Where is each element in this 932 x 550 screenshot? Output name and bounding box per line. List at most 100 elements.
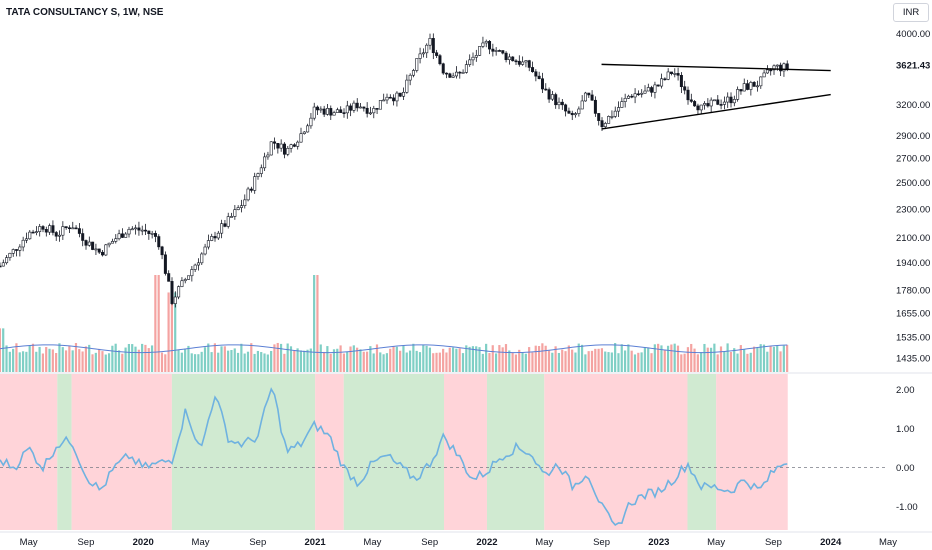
candle-body: [772, 65, 776, 71]
candle-body: [540, 78, 544, 90]
volume-bar: [236, 352, 240, 372]
candle-body: [153, 233, 157, 237]
candle-body: [693, 101, 697, 107]
volume-bar: [408, 350, 412, 372]
candle-body: [362, 106, 366, 109]
candle-body: [259, 167, 263, 174]
volume-bar: [270, 350, 273, 372]
volume-bar: [303, 350, 306, 372]
candle-body: [699, 104, 703, 111]
candle-body: [646, 87, 650, 92]
candle-body: [74, 227, 78, 230]
currency-selector[interactable]: INR: [893, 3, 929, 22]
candle-body: [454, 71, 458, 77]
volume-bar: [670, 344, 673, 372]
volume-bar: [289, 346, 293, 372]
oscillator-background: [0, 374, 788, 530]
volume-bar: [564, 351, 567, 372]
volume-bar: [590, 350, 594, 372]
volume-bar: [121, 353, 124, 372]
volume-bar: [514, 354, 518, 372]
candle-body: [544, 88, 548, 91]
candle-body: [560, 101, 564, 106]
volume-bar: [481, 353, 484, 372]
candle-body: [299, 133, 303, 143]
volume-bar: [38, 346, 41, 372]
volume-bar: [494, 353, 498, 372]
volume-bar: [382, 354, 385, 372]
candle-body: [177, 286, 181, 298]
trendline-support: [601, 93, 831, 130]
volume-bar: [160, 352, 164, 372]
volume-bar: [362, 351, 365, 372]
volume-bar: [12, 348, 15, 372]
candle-body: [163, 254, 167, 274]
volume-bar: [45, 347, 48, 372]
candle-body: [517, 60, 521, 65]
candle-body: [61, 226, 65, 236]
volume-bar: [5, 345, 8, 372]
candle-body: [580, 100, 584, 110]
price-tick-label: 2900.00: [896, 131, 930, 142]
candle-body: [593, 99, 597, 114]
date-tick-label: Sep: [77, 537, 94, 548]
candle-body: [600, 120, 604, 128]
candle-body: [382, 99, 386, 102]
candle-body: [478, 46, 482, 56]
candle-body: [273, 141, 277, 144]
candle-body: [712, 99, 716, 102]
volume-bar: [127, 343, 131, 372]
candle-body: [31, 231, 35, 234]
price-tick-label: 1655.00: [896, 309, 930, 320]
volume-bar: [210, 352, 213, 372]
volume-bar: [313, 275, 316, 372]
candle-body: [587, 92, 591, 96]
volume-bar: [640, 352, 643, 372]
volume-bar: [253, 353, 256, 372]
volume-bar: [633, 354, 637, 372]
axes: 4000.00 3621.43 3200.00 2900.00 2700.00 2500.…: [0, 29, 932, 548]
volume-bar: [332, 349, 336, 372]
candle-body: [425, 44, 429, 54]
candle-body: [48, 225, 52, 233]
volume-bar: [2, 328, 5, 372]
candle-body: [484, 41, 488, 44]
volume-bar: [746, 353, 749, 372]
volume-bar: [511, 352, 514, 372]
candle-body: [696, 105, 700, 111]
volume-bar: [769, 346, 772, 372]
candle-body: [679, 74, 683, 87]
candle-body: [736, 89, 740, 100]
volume-bar: [359, 349, 362, 372]
volume-bar: [61, 347, 64, 372]
price-tick-label: 2300.00: [896, 204, 930, 215]
volume-bar: [736, 353, 739, 372]
volume-bar: [518, 349, 521, 372]
volume-bar: [299, 350, 303, 372]
candle-body: [312, 106, 316, 119]
volume-bar: [604, 351, 607, 372]
volume-bar: [766, 351, 769, 372]
volume-bar: [369, 346, 372, 372]
volume-bar: [144, 344, 147, 372]
candle-body: [765, 69, 769, 74]
candle-body: [521, 61, 525, 65]
volume-bar: [250, 343, 253, 372]
volume-bar: [673, 343, 676, 372]
candle-body: [716, 99, 720, 105]
candle-body: [180, 280, 184, 287]
candle-body: [640, 92, 644, 95]
volume-panel: [0, 275, 789, 372]
candle-body: [435, 52, 439, 56]
candle-body: [441, 63, 445, 74]
volume-bar: [666, 345, 670, 372]
candle-body: [514, 60, 518, 63]
volume-bar: [114, 343, 117, 372]
candle-body: [167, 273, 171, 282]
volume-bar: [759, 344, 762, 372]
volume-bar: [240, 343, 243, 372]
volume-bar: [230, 349, 233, 372]
candle-body: [8, 252, 12, 258]
candle-body: [342, 112, 346, 114]
